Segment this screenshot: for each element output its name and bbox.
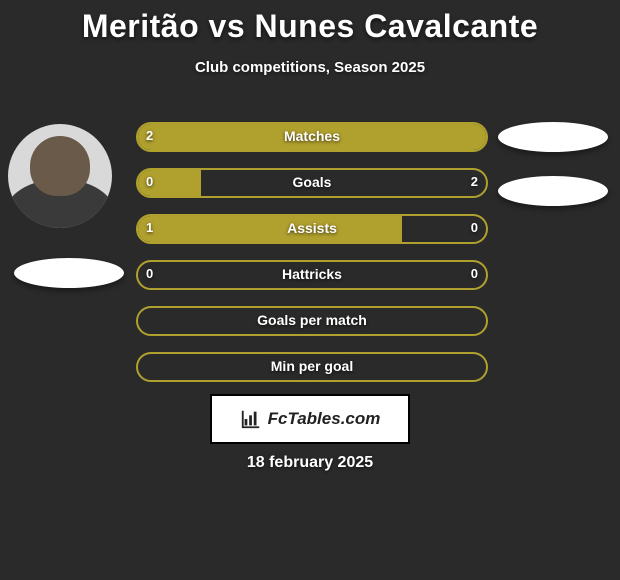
decorative-ellipse (14, 258, 124, 288)
subtitle: Club competitions, Season 2025 (0, 59, 620, 76)
stat-value-right: 0 (461, 214, 488, 244)
stat-row: Goals per match (136, 306, 488, 336)
avatar-head-shape (30, 136, 90, 196)
stat-row: Hattricks0 0 (136, 260, 488, 290)
stat-value-right: 0 (461, 260, 488, 290)
stat-label: Goals (136, 168, 488, 198)
stat-label: Hattricks (136, 260, 488, 290)
stat-value-right: 2 (461, 168, 488, 198)
stat-bars-container: Matches2Goals02Assists10Hattricks00Goals… (136, 122, 488, 398)
stat-label: Goals per match (136, 306, 488, 336)
stat-value-left: 1 (136, 214, 163, 244)
stat-row: Min per goal (136, 352, 488, 382)
date-text: 18 february 2025 (0, 454, 620, 472)
stat-value-left: 0 (136, 260, 163, 290)
fctables-logo: FcTables.com (210, 394, 410, 444)
stat-row: Goals0 2 (136, 168, 488, 198)
decorative-ellipse (498, 176, 608, 206)
stat-value-left: 0 (136, 168, 163, 198)
player-1-avatar (8, 124, 112, 228)
stat-row: Matches2 (136, 122, 488, 152)
chart-icon (240, 408, 262, 430)
page-title: Meritão vs Nunes Cavalcante (0, 0, 620, 45)
stat-label: Min per goal (136, 352, 488, 382)
stat-row: Assists1 0 (136, 214, 488, 244)
logo-text: FcTables.com (268, 409, 381, 429)
stat-label: Assists (136, 214, 488, 244)
stat-label: Matches (136, 122, 488, 152)
decorative-ellipse (498, 122, 608, 152)
stat-value-left: 2 (136, 122, 163, 152)
